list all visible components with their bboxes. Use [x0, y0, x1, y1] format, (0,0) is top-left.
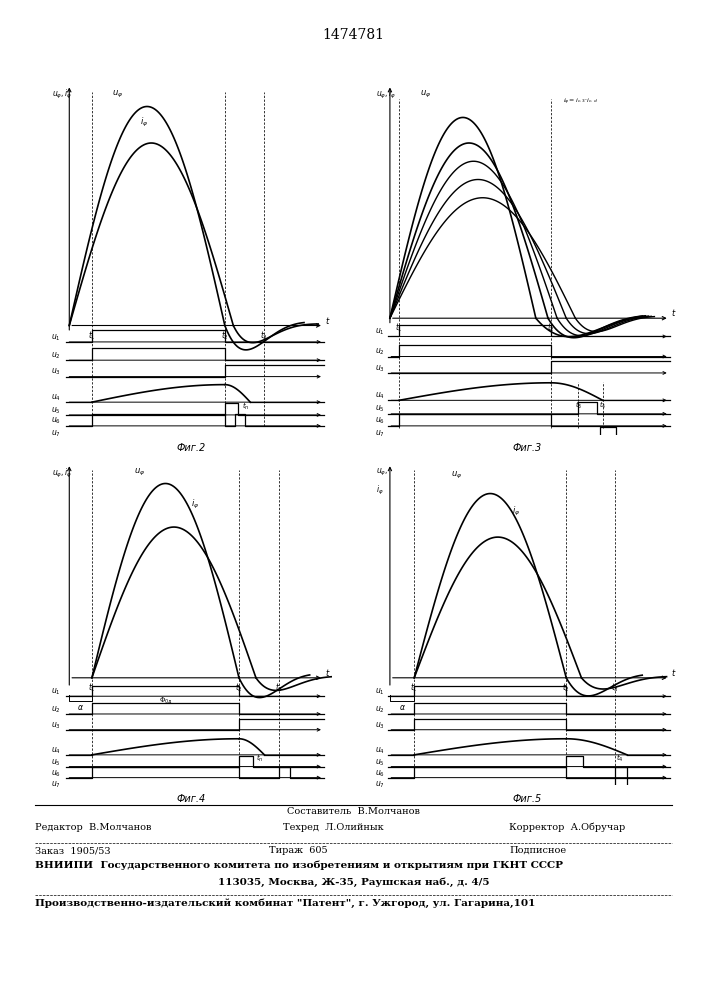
Text: $u_7$: $u_7$ [375, 779, 385, 790]
Text: $t_3$: $t_3$ [611, 681, 619, 694]
Text: Корректор  А.Обручар: Корректор А.Обручар [509, 823, 625, 832]
Text: $u_\varphi$: $u_\varphi$ [112, 89, 123, 100]
Text: $t_2$: $t_2$ [562, 681, 570, 694]
Text: Фиг.5: Фиг.5 [512, 794, 542, 804]
Text: $u_7$: $u_7$ [375, 429, 385, 439]
Text: $u_1$: $u_1$ [375, 327, 385, 337]
Text: $u_1$: $u_1$ [375, 687, 385, 697]
Text: $t$: $t$ [325, 667, 331, 678]
Text: $t_1$: $t_1$ [410, 681, 418, 694]
Text: $u_\varphi, i_\varphi$: $u_\varphi, i_\varphi$ [52, 467, 72, 480]
Text: $u_7$: $u_7$ [51, 429, 61, 439]
Text: $u_\varphi$: $u_\varphi$ [420, 89, 431, 100]
Text: $u_6$: $u_6$ [51, 416, 61, 426]
Text: ВНИИПИ  Государственного комитета по изобретениям и открытиям при ГКНТ СССР: ВНИИПИ Государственного комитета по изоб… [35, 861, 563, 870]
Text: $u_\varphi, i_\varphi$: $u_\varphi, i_\varphi$ [376, 88, 397, 101]
Text: $u_2$: $u_2$ [51, 350, 61, 361]
Text: $u_3$: $u_3$ [51, 367, 61, 377]
Text: $u_4$: $u_4$ [51, 392, 61, 403]
Text: $u_1$: $u_1$ [51, 687, 61, 697]
Text: $t_3$: $t_3$ [260, 329, 269, 342]
Text: Редактор  В.Молчанов: Редактор В.Молчанов [35, 823, 152, 832]
Text: Техред  Л.Олийнык: Техред Л.Олийнык [283, 823, 384, 832]
Text: Подписное: Подписное [509, 846, 566, 855]
Text: $i_\varphi$: $i_\varphi$ [512, 505, 520, 518]
Text: $u_4$: $u_4$ [375, 745, 385, 756]
Text: $t_1$: $t_1$ [88, 681, 96, 694]
Text: Составитель  В.Молчанов: Составитель В.Молчанов [287, 807, 420, 816]
Text: $u_\varphi,$: $u_\varphi,$ [376, 467, 388, 478]
Text: $u_2$: $u_2$ [375, 347, 385, 357]
Text: $t$: $t$ [671, 667, 677, 678]
Text: $u_\varphi$: $u_\varphi$ [451, 470, 462, 481]
Text: Фиг.4: Фиг.4 [176, 794, 206, 804]
Text: $u_5$: $u_5$ [51, 405, 61, 416]
Text: $t_n$: $t_n$ [243, 401, 250, 412]
Text: $u_6$: $u_6$ [51, 768, 61, 779]
Text: $u_4$: $u_4$ [51, 745, 61, 756]
Text: $t_2$: $t_2$ [235, 681, 243, 694]
Text: $u_2$: $u_2$ [375, 704, 385, 715]
Text: $t_3$: $t_3$ [274, 681, 283, 694]
Text: $t$: $t$ [325, 315, 331, 326]
Text: $u_3$: $u_3$ [375, 363, 385, 374]
Text: Производственно-издательский комбинат "Патент", г. Ужгород, ул. Гагарина,101: Производственно-издательский комбинат "П… [35, 898, 536, 908]
Text: 113035, Москва, Ж-35, Раушская наб., д. 4/5: 113035, Москва, Ж-35, Раушская наб., д. … [218, 877, 489, 887]
Text: $u_5$: $u_5$ [51, 757, 61, 768]
Text: $t$: $t$ [671, 307, 677, 318]
Text: $u_3$: $u_3$ [51, 720, 61, 731]
Text: $t_4$: $t_4$ [616, 753, 624, 764]
Text: $i_\varphi$: $i_\varphi$ [140, 116, 148, 129]
Text: $i_\varphi{=}i_{c.3}{\cdot}i_{c.d}$: $i_\varphi{=}i_{c.3}{\cdot}i_{c.d}$ [563, 97, 598, 107]
Text: $u_\varphi$: $u_\varphi$ [134, 467, 146, 478]
Text: $u_5$: $u_5$ [375, 757, 385, 768]
Text: $t_1$: $t_1$ [395, 322, 403, 334]
Text: $u_\varphi, i_\varphi$: $u_\varphi, i_\varphi$ [52, 88, 72, 101]
Text: $u_3$: $u_3$ [375, 720, 385, 731]
Text: $t_1$: $t_1$ [88, 329, 96, 342]
Text: $i_\varphi$: $i_\varphi$ [191, 498, 199, 511]
Text: $t_4$: $t_4$ [599, 400, 607, 411]
Text: $u_6$: $u_6$ [375, 768, 385, 779]
Text: $t_2$: $t_2$ [221, 329, 229, 342]
Text: 1474781: 1474781 [322, 28, 385, 42]
Text: $u_2$: $u_2$ [51, 704, 61, 715]
Text: $t_2$: $t_2$ [547, 322, 555, 334]
Text: Заказ  1905/53: Заказ 1905/53 [35, 846, 111, 855]
Text: $u_7$: $u_7$ [51, 779, 61, 790]
Text: $u_4$: $u_4$ [375, 390, 385, 401]
Text: $\alpha$: $\alpha$ [399, 703, 406, 712]
Text: Фиг.2: Фиг.2 [176, 443, 206, 453]
Text: $\alpha$: $\alpha$ [77, 703, 84, 712]
Text: $\Phi_{0\text{д}}$: $\Phi_{0\text{д}}$ [158, 695, 173, 706]
Text: $u_5$: $u_5$ [375, 404, 385, 414]
Text: $t_3$: $t_3$ [575, 400, 582, 411]
Text: $t_n$: $t_n$ [257, 753, 264, 764]
Text: $u_6$: $u_6$ [375, 416, 385, 426]
Text: $u_1$: $u_1$ [51, 332, 61, 343]
Text: $i_\varphi$: $i_\varphi$ [376, 484, 384, 497]
Text: Фиг.3: Фиг.3 [512, 443, 542, 453]
Text: Тираж  605: Тираж 605 [269, 846, 327, 855]
